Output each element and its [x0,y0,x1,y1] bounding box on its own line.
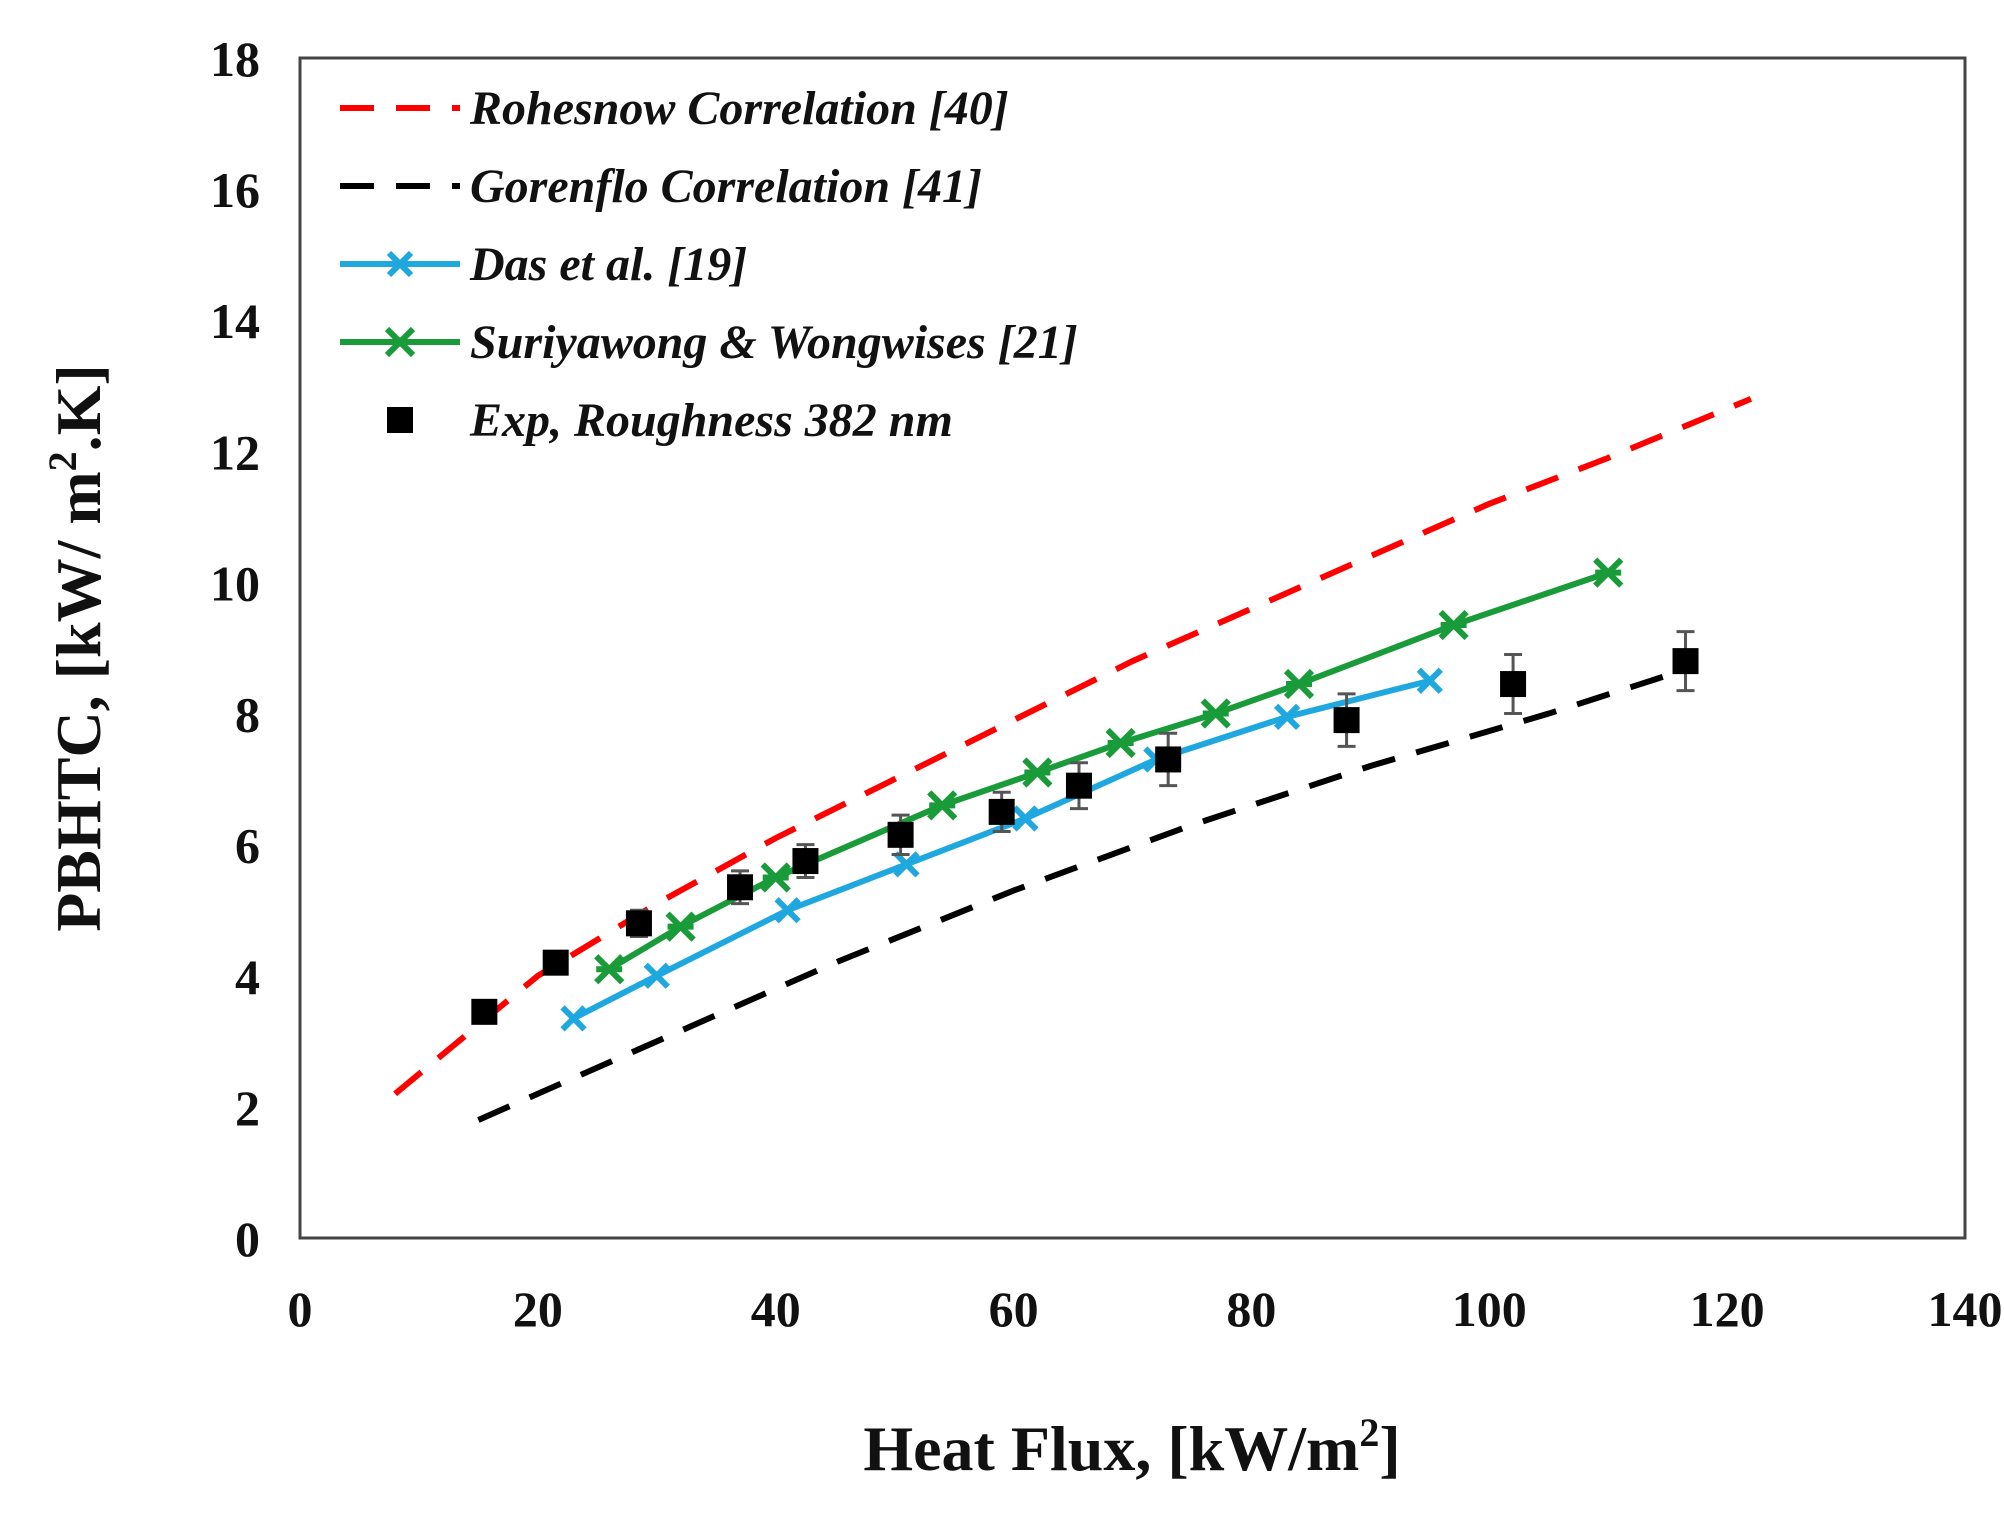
series-line-suriyawong-wongwises-21 [607,569,1610,972]
y-tick-label: 4 [235,949,260,1005]
data-point [471,998,498,1025]
data-point [560,1005,587,1032]
data-point [1273,703,1301,730]
data-point [1416,667,1443,694]
plot-area [298,56,1967,1240]
x-tick-label: 20 [513,1281,563,1337]
data-point [1438,609,1469,641]
data-point [760,862,791,893]
legend-label: Exp, Roughness 382 nm [469,394,953,447]
x-axis-title-main: Heat Flux, [kW/m [863,1413,1359,1484]
data-point [1333,707,1360,734]
data-point [1105,727,1136,759]
series-line-gorenflo-correlation-41 [477,664,1693,1123]
data-point [792,848,819,875]
legend-item: Das et al. [19] [340,238,747,291]
x-tick-label: 100 [1452,1281,1527,1337]
data-point [625,910,652,937]
series-layer [393,396,1753,1123]
data-point [887,821,914,848]
x-tick-label: 0 [288,1281,313,1337]
series-gorenflo-correlation-41 [477,664,1693,1123]
series-exp-roughness-382-nm [471,630,1699,1025]
data-point [774,897,801,924]
y-tick-label: 16 [210,162,260,218]
data-point [727,874,754,901]
data-point [643,962,670,989]
legend-label: Das et al. [19] [469,238,747,291]
series-suriyawong-wongwises-21 [594,557,1624,985]
y-tick-label: 0 [235,1211,260,1267]
x-tick-label: 140 [1928,1281,2003,1337]
legend-item: Gorenflo Correlation [41] [340,160,982,213]
y-axis-title-main: PBHTC, [kW/ m [43,471,114,931]
data-point [1200,698,1231,729]
x-tick-label: 40 [751,1281,801,1337]
y-axis-title: PBHTC, [kW/ m2.K] [40,364,114,932]
x-tick-label: 120 [1690,1281,1765,1337]
data-point [665,911,696,942]
x-tick-label: 80 [1226,1281,1276,1337]
legend: Rohesnow Correlation [40] Gorenflo Correl… [340,82,1078,447]
legend-label: Rohesnow Correlation [40] [469,82,1009,135]
data-point [1500,671,1527,698]
data-point [1022,757,1053,788]
data-point [542,949,569,976]
y-tick-label: 18 [210,31,260,87]
data-point [1012,805,1039,832]
y-tick-label: 10 [210,555,260,611]
y-tick-labels: 0 2 4 6 8 10 12 14 16 18 [210,31,260,1267]
legend-item: Rohesnow Correlation [40] [340,82,1009,135]
y-tick-label: 6 [235,818,260,874]
series-line-das-et-al-19 [572,677,1431,1022]
data-point [1593,557,1624,588]
data-point [988,798,1015,825]
legend-swatch-marker [386,250,414,278]
legend-swatch-marker [387,407,413,433]
data-point [893,851,920,878]
x-axis-title-sup: 2 [1359,1410,1379,1455]
data-point [927,790,958,821]
y-tick-label: 8 [235,687,260,743]
legend-item: Exp, Roughness 382 nm [387,394,953,447]
x-axis-title: Heat Flux, [kW/m2] [863,1410,1400,1484]
legend-swatch-marker [384,326,416,358]
y-axis-title-sup: 2 [40,451,85,471]
y-tick-label: 14 [210,293,260,349]
legend-label: Gorenflo Correlation [41] [470,160,982,213]
data-point [1065,772,1092,799]
y-axis-title-end: .K] [43,364,114,451]
y-tick-label: 12 [210,424,260,480]
legend-label: Suriyawong & Wongwises [21] [470,316,1078,369]
x-axis-title-end: ] [1379,1413,1400,1484]
data-point [594,954,625,985]
x-tick-label: 60 [989,1281,1039,1337]
data-point [1283,668,1315,700]
x-tick-labels: 0 20 40 60 80 100 120 140 [288,1281,2003,1337]
legend-item: Suriyawong & Wongwises [21] [340,316,1078,369]
data-point [1155,746,1182,773]
data-point [1672,648,1699,675]
y-tick-label: 2 [235,1080,260,1136]
